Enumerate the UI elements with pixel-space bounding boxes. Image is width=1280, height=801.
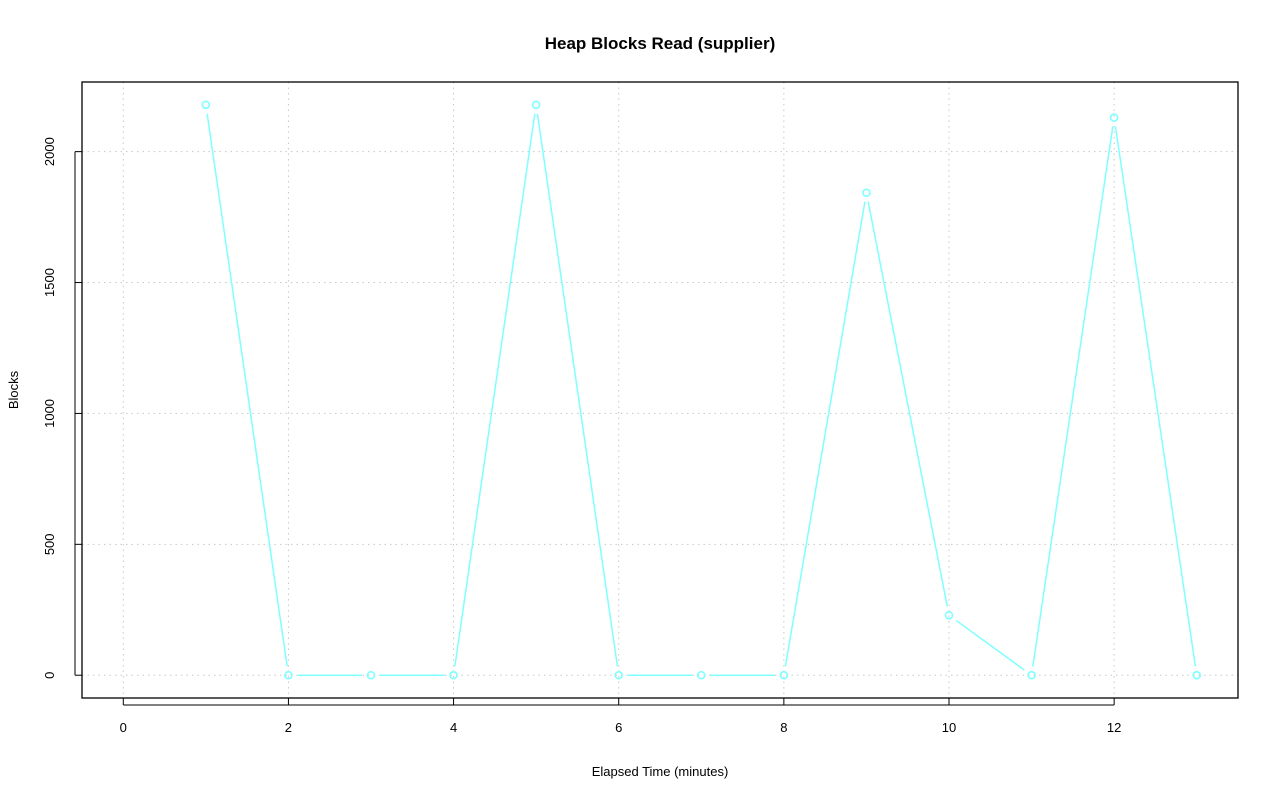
data-point bbox=[449, 670, 458, 680]
series-segment bbox=[784, 201, 866, 667]
x-tick-label: 0 bbox=[120, 720, 127, 735]
plot-frame bbox=[81, 81, 1239, 699]
x-tick-label: 12 bbox=[1107, 720, 1121, 735]
y-tick-label: 500 bbox=[42, 533, 57, 555]
data-point bbox=[1192, 670, 1202, 680]
grid bbox=[82, 82, 1238, 698]
series-segment bbox=[955, 619, 1025, 671]
x-tick-label: 2 bbox=[285, 720, 292, 735]
data-point bbox=[366, 670, 376, 680]
x-tick-label: 10 bbox=[942, 720, 956, 735]
data-point bbox=[779, 670, 789, 680]
series-segment bbox=[867, 201, 949, 607]
x-tick-label: 6 bbox=[615, 720, 622, 735]
series-segment bbox=[536, 113, 619, 667]
data-point bbox=[531, 100, 541, 110]
data-point bbox=[614, 670, 624, 680]
axes: 0 2 4 6 8 10 12 0 500 1000 1500 2000 bbox=[42, 137, 1121, 735]
y-tick-label: 1000 bbox=[42, 399, 57, 428]
data-point bbox=[284, 670, 293, 680]
series-segment bbox=[1114, 126, 1197, 667]
series-segment bbox=[454, 113, 536, 667]
y-axis-label: Blocks bbox=[6, 370, 21, 409]
series bbox=[201, 100, 1202, 680]
data-point bbox=[944, 610, 954, 620]
x-tick-label: 8 bbox=[780, 720, 787, 735]
series-segment bbox=[206, 113, 288, 667]
data-point bbox=[1109, 113, 1119, 122]
series-segment bbox=[1032, 126, 1114, 667]
data-point bbox=[201, 100, 211, 110]
y-tick-label: 0 bbox=[42, 672, 57, 679]
x-tick-label: 4 bbox=[450, 720, 457, 735]
data-point bbox=[696, 670, 706, 680]
data-point bbox=[862, 188, 871, 198]
x-axis-label: Elapsed Time (minutes) bbox=[592, 764, 729, 779]
y-tick-label: 2000 bbox=[42, 137, 57, 166]
chart-title: Heap Blocks Read (supplier) bbox=[545, 34, 776, 53]
y-tick-label: 1500 bbox=[42, 268, 57, 297]
data-point bbox=[1027, 670, 1036, 680]
